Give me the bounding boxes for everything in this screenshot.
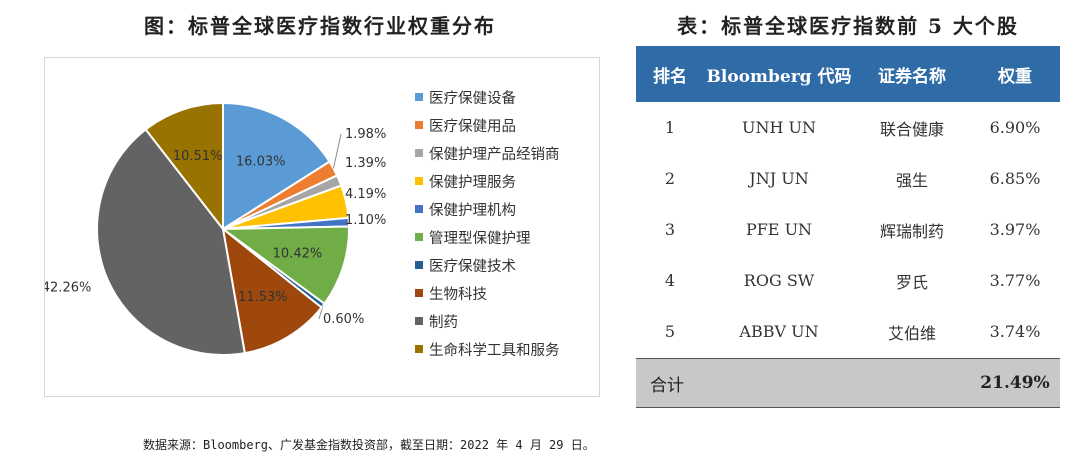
- legend-label: 医疗保健技术: [429, 258, 516, 275]
- slice-label: 4.19%: [345, 187, 386, 202]
- legend-swatch: [415, 121, 423, 129]
- cell-name: 罗氏: [895, 272, 928, 292]
- header-name: 证券名称: [878, 66, 946, 87]
- legend-item: 管理型保健护理: [415, 223, 600, 251]
- slice-label: 0.60%: [323, 312, 364, 327]
- cell-code: UNH UN: [741, 118, 816, 137]
- slice-label: 10.42%: [273, 247, 323, 262]
- legend-item: 保健护理服务: [415, 167, 600, 195]
- legend-item: 医疗保健技术: [415, 251, 600, 279]
- legend-label: 保健护理产品经销商: [429, 146, 560, 163]
- table-body: 1 UNH UN 联合健康 6.90% 2 JNJ UN 强生 6.85% 3 PFE UN 辉瑞制…: [636, 102, 1060, 357]
- slice-label: 10.51%: [173, 149, 223, 164]
- cell-weight: 6.90%: [989, 118, 1041, 137]
- cell-name: 联合健康: [879, 119, 944, 139]
- cell-weight: 3.77%: [989, 271, 1041, 290]
- legend-label: 保健护理机构: [429, 202, 516, 219]
- pie-slice: [221, 226, 323, 355]
- legend-swatch: [415, 261, 423, 269]
- pie-slice: [220, 225, 350, 306]
- table-row: 1 UNH UN 联合健康 6.90%: [636, 102, 1060, 153]
- legend-label: 保健护理服务: [429, 174, 516, 191]
- legend-label: 生物科技: [429, 286, 487, 303]
- cell-weight: 6.85%: [989, 169, 1041, 188]
- legend-label: 医疗保健设备: [429, 90, 516, 107]
- cell-rank: 1: [664, 118, 676, 137]
- header-code: Bloomberg 代码: [706, 66, 852, 87]
- legend-swatch: [415, 177, 423, 185]
- footnote: 数据来源：Bloomberg、广发基金指数投资部，截至日期：2022 年 4 月…: [143, 438, 595, 452]
- leader-line: [332, 133, 342, 169]
- legend-swatch: [415, 93, 423, 101]
- cell-rank: 3: [664, 220, 676, 239]
- legend-item: 保健护理机构: [415, 195, 600, 223]
- cell-name: 强生: [895, 170, 928, 190]
- figure-title: 图：标普全球医疗指数行业权重分布: [144, 14, 496, 38]
- pie-chart: 16.03% 1.98% 1.39% 4.19% 1.10% 10.42% 0.60% 11.…: [45, 101, 386, 356]
- cell-rank: 4: [664, 271, 676, 290]
- slice-label: 16.03%: [236, 155, 286, 170]
- legend-item: 生命科学工具和服务: [415, 335, 600, 363]
- legend-item: 制药: [415, 307, 600, 335]
- cell-code: ABBV UN: [739, 322, 819, 341]
- legend-swatch: [415, 149, 423, 157]
- legend-swatch: [415, 233, 423, 241]
- chart-legend: 医疗保健设备 医疗保健用品保健护理产品经销商 保健护理服务 保健护理机构 管理型保健护理…: [415, 83, 600, 363]
- legend-label: 医疗保健用品: [429, 118, 516, 135]
- table-total-row: 合计 21.49%: [636, 358, 1060, 408]
- legend-swatch: [415, 317, 423, 325]
- slice-label: 1.98%: [345, 127, 386, 142]
- table-header-row: 排名 Bloomberg 代码 证券名称 权重: [636, 46, 1060, 102]
- table-row: 5 ABBV UN 艾伯维 3.74%: [636, 306, 1060, 357]
- legend-item: 医疗保健设备: [415, 83, 600, 111]
- cell-code: ROG SW: [743, 271, 815, 290]
- pie-slice: [222, 101, 331, 231]
- table-title: 表：标普全球医疗指数前 5 大个股: [677, 14, 1019, 38]
- legend-label: 管理型保健护理: [429, 230, 531, 247]
- legend-item: 保健护理产品经销商: [415, 139, 600, 167]
- legend-label: 生命科学工具和服务: [429, 342, 560, 359]
- cell-code: JNJ UN: [749, 169, 809, 188]
- cell-name: 艾伯维: [887, 323, 936, 343]
- table-row: 3 PFE UN 辉瑞制药 3.97%: [636, 204, 1060, 255]
- top5-table: 排名 Bloomberg 代码 证券名称 权重 1 UNH UN 联合健康 6.90%…: [636, 46, 1060, 408]
- total-value: 21.49%: [980, 373, 1050, 393]
- total-label: 合计: [650, 375, 684, 396]
- legend-swatch: [415, 205, 423, 213]
- cell-code: PFE UN: [745, 220, 813, 239]
- header-weight: 权重: [998, 66, 1032, 87]
- cell-rank: 2: [664, 169, 676, 188]
- legend-swatch: [415, 345, 423, 353]
- slice-label: 1.10%: [345, 213, 386, 228]
- pie-slice: [144, 101, 224, 232]
- cell-name: 辉瑞制药: [879, 221, 944, 241]
- slice-label: 11.53%: [238, 290, 288, 305]
- slice-label: 42.26%: [45, 280, 91, 295]
- table-row: 4 ROG SW 罗氏 3.77%: [636, 255, 1060, 306]
- cell-rank: 5: [664, 322, 676, 341]
- legend-item: 医疗保健用品: [415, 111, 600, 139]
- pie-slice: [96, 128, 246, 356]
- table-row: 2 JNJ UN 强生 6.85%: [636, 153, 1060, 204]
- pie-chart-panel: 16.03% 1.98% 1.39% 4.19% 1.10% 10.42% 0.60% 11.…: [44, 57, 600, 397]
- slice-label: 1.39%: [345, 156, 386, 171]
- legend-label: 制药: [429, 314, 458, 331]
- cell-weight: 3.97%: [989, 220, 1041, 239]
- header-rank: 排名: [653, 66, 687, 87]
- legend-item: 生物科技: [415, 279, 600, 307]
- legend-swatch: [415, 289, 423, 297]
- cell-weight: 3.74%: [989, 322, 1041, 341]
